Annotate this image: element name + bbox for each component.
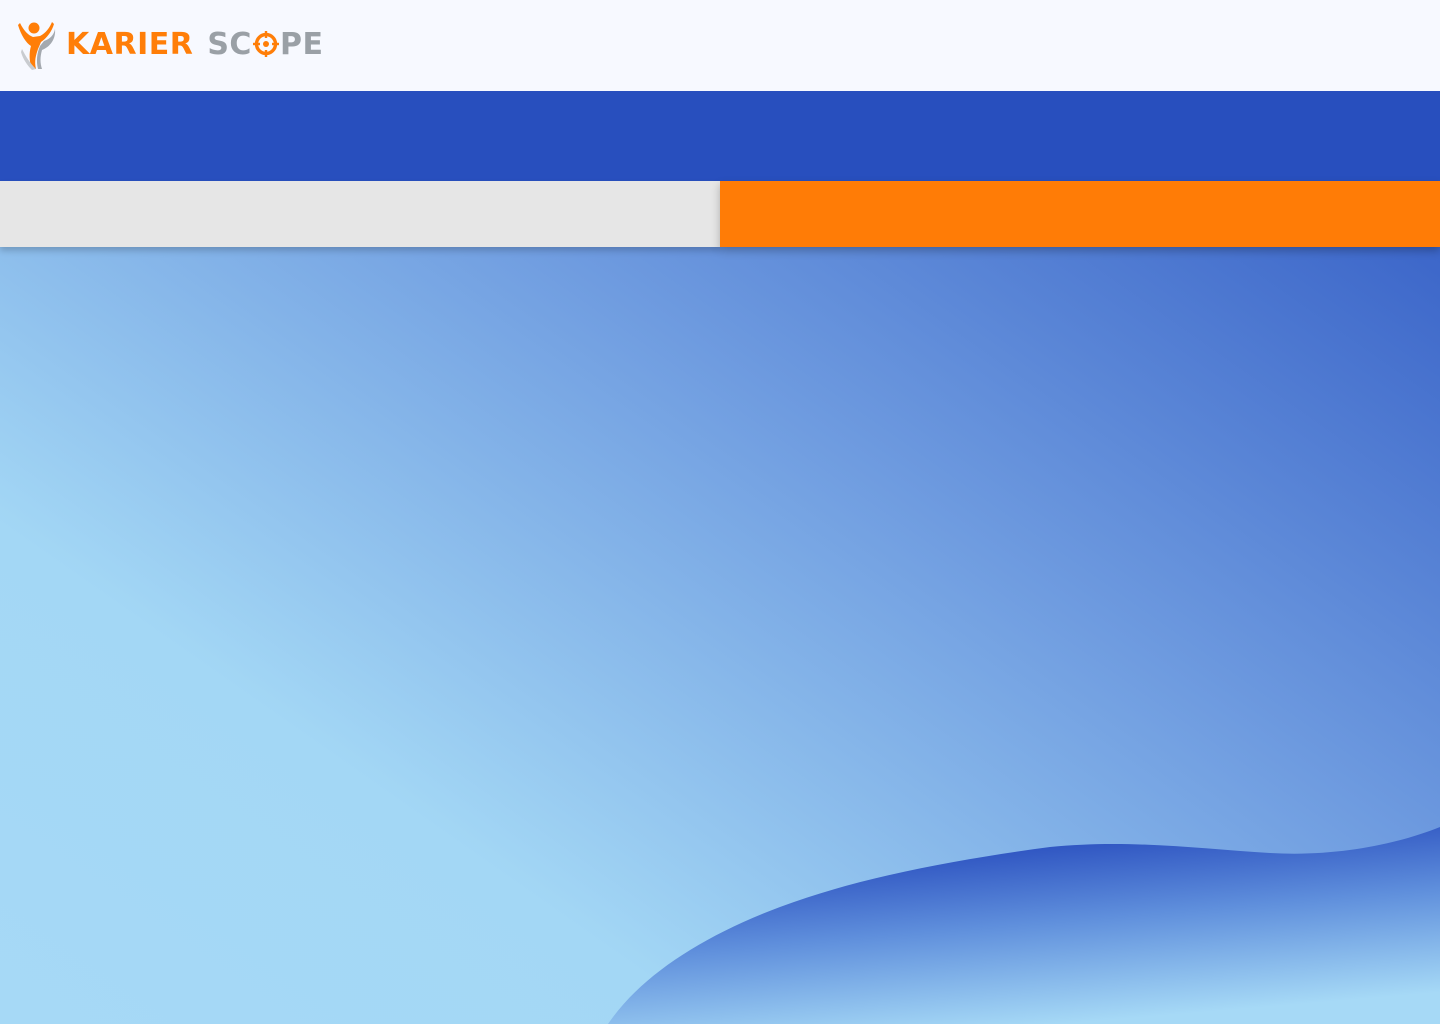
tab-right-active[interactable] bbox=[720, 181, 1440, 247]
tab-left[interactable] bbox=[0, 181, 720, 247]
brand-name-part-2-prefix: SC bbox=[207, 27, 252, 62]
brand-name-part-1: KARIER bbox=[66, 27, 193, 62]
header: KARIER SC PE bbox=[0, 0, 1440, 91]
brand-name-part-2: SC PE bbox=[207, 27, 323, 62]
hero-banner bbox=[0, 91, 1440, 181]
brand-name-part-2-suffix: PE bbox=[280, 27, 323, 62]
target-icon bbox=[253, 31, 279, 57]
decorative-wave bbox=[0, 247, 1440, 1024]
main-content-background bbox=[0, 247, 1440, 1024]
brand-wordmark: KARIER SC PE bbox=[66, 30, 323, 60]
brand-logo[interactable]: KARIER SC PE bbox=[18, 18, 323, 72]
logo-icon bbox=[18, 19, 56, 71]
tab-bar bbox=[0, 181, 1440, 247]
